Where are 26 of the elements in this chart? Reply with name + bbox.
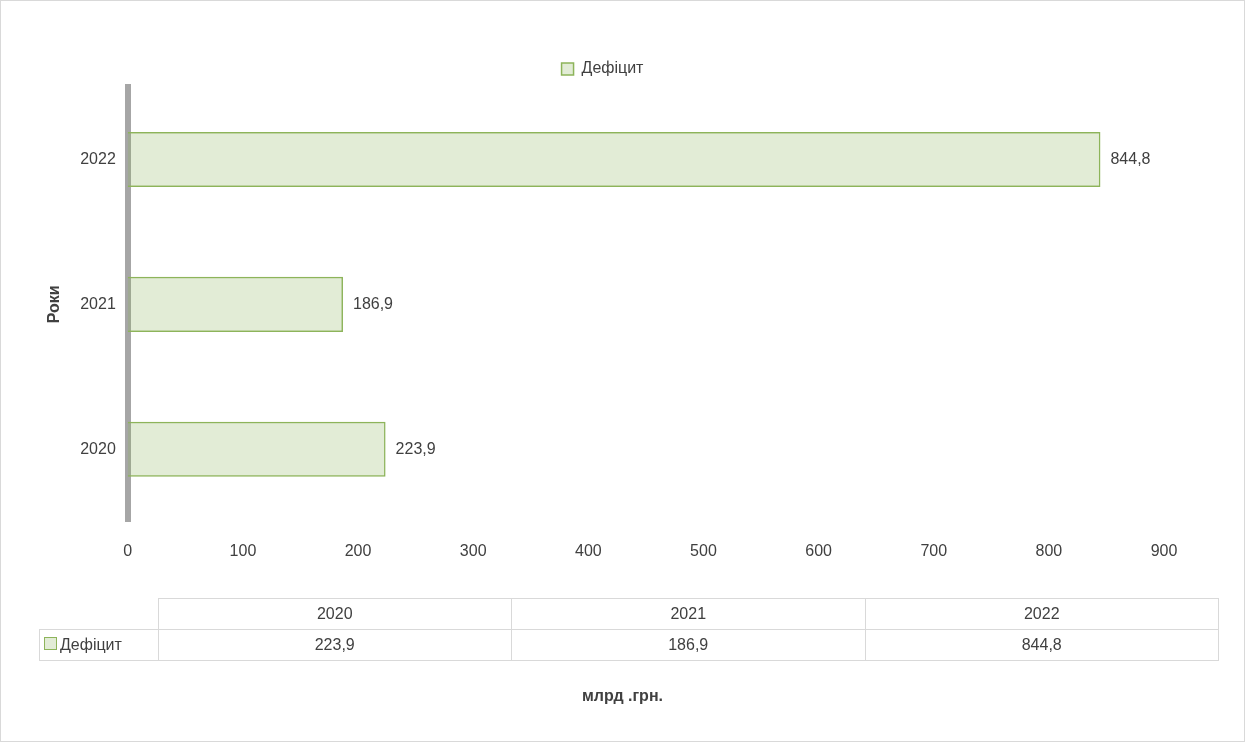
- x-tick-label: 300: [459, 541, 487, 559]
- data-label: 844,8: [1110, 149, 1151, 167]
- x-tick-label: 700: [920, 541, 948, 559]
- x-tick-label: 500: [690, 541, 717, 559]
- x-tick-label: 200: [344, 541, 372, 559]
- x-tick-label: 400: [574, 541, 602, 559]
- text: 223,9: [314, 636, 355, 653]
- category-label: 2020: [316, 605, 353, 622]
- category-label: 2021: [670, 605, 707, 622]
- text: 186,9: [668, 636, 709, 653]
- x-tick-label: 600: [805, 541, 833, 559]
- data-label: 186,9: [352, 294, 394, 312]
- legend-label: Дефіцит: [581, 59, 645, 77]
- text: 844,8: [1021, 636, 1062, 653]
- x-tick-label: 0: [123, 541, 133, 559]
- data-label: 223,9: [395, 439, 436, 457]
- y-tick-label: 2022: [80, 149, 116, 167]
- y-tick-label: 2020: [80, 439, 116, 457]
- x-tick-label: 900: [1150, 541, 1178, 559]
- text: Дефіцит: [60, 636, 122, 653]
- x-tick-label: 800: [1035, 541, 1063, 559]
- y-axis-title: Роки: [45, 285, 63, 324]
- category-label: 2022: [1023, 605, 1060, 622]
- x-tick-label: 100: [229, 541, 257, 559]
- text: млрд .грн.: [581, 687, 664, 705]
- y-tick-label: 2021: [80, 294, 116, 312]
